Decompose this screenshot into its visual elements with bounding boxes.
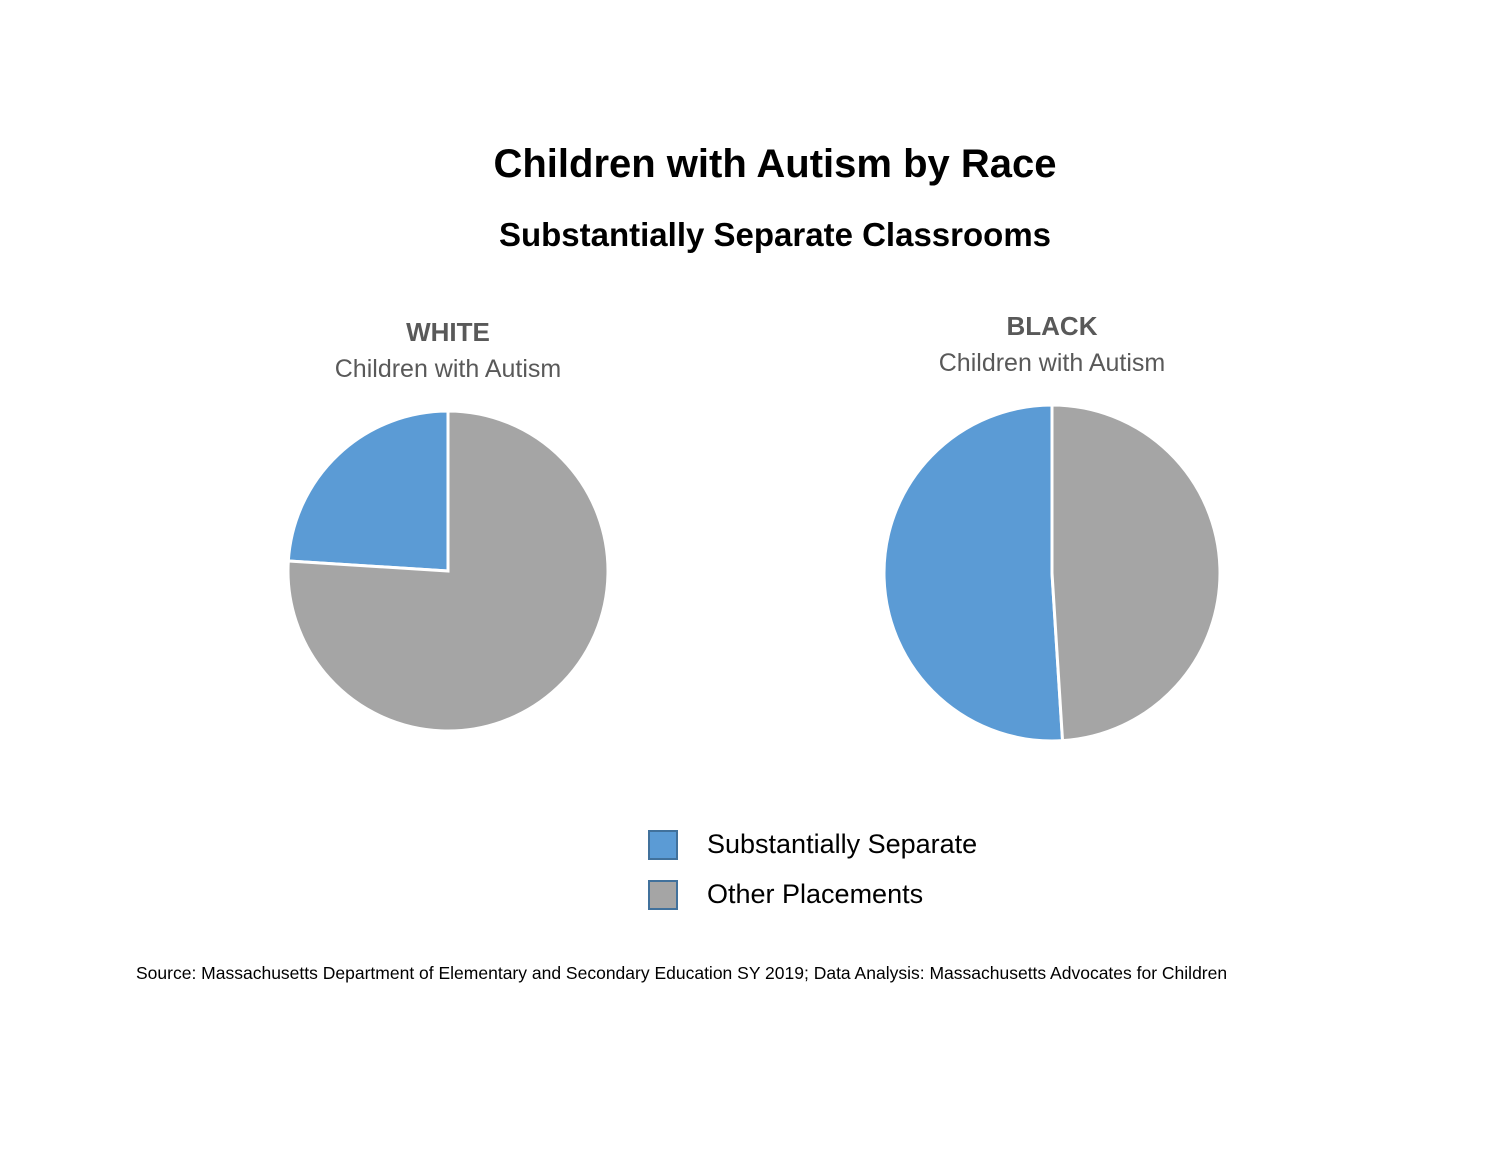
white-pie-heading: WHITE Children with Autism [248, 315, 648, 389]
black-pie [882, 403, 1222, 743]
legend-label-other-placements: Other Placements [707, 879, 924, 909]
white-group-subtitle: Children with Autism [334, 355, 562, 383]
source-note: Source: Massachusetts Department of Elem… [136, 963, 1228, 983]
white-group-label: WHITE [406, 317, 490, 347]
legend-swatch-other-placements [648, 879, 678, 910]
legend: Substantially Separate Other Placements [648, 828, 977, 928]
legend-item-substantially-separate: Substantially Separate [648, 828, 977, 861]
chart-subtitle: Substantially Separate Classrooms [498, 216, 1052, 253]
legend-label-substantially-separate: Substantially Separate [707, 829, 978, 859]
black-group-subtitle: Children with Autism [938, 349, 1166, 377]
legend-item-other-placements: Other Placements [648, 878, 977, 911]
black-group-label: BLACK [1006, 311, 1098, 341]
black-pie-heading: BLACK Children with Autism [852, 309, 1252, 383]
chart-title: Children with Autism by Race [493, 142, 1057, 186]
legend-swatch-substantially-separate [648, 829, 678, 860]
black-slice-other-placements [1050, 403, 1222, 743]
black-slice-substantially-separate [882, 403, 1065, 743]
white-slice-other-placements [286, 409, 610, 733]
white-pie [286, 409, 610, 733]
white-slice-substantially-separate [286, 409, 450, 573]
